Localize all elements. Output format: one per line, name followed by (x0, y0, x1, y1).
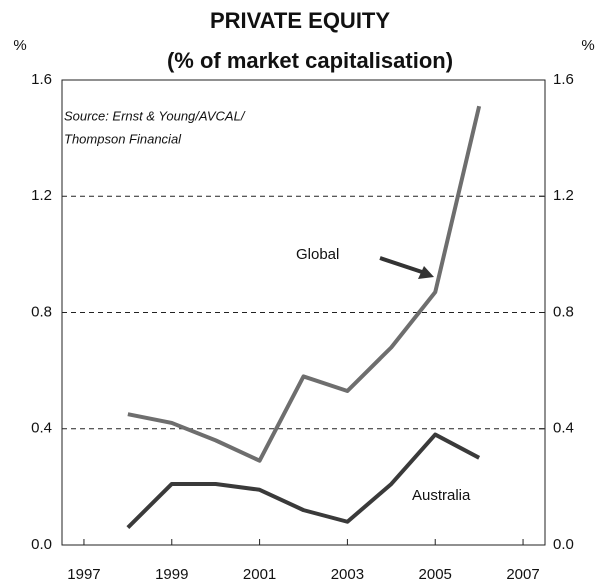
data-line (126, 432, 481, 529)
series-label: Australia (412, 487, 471, 504)
source-note: Thompson Financial (64, 131, 182, 146)
x-tick-label: 2005 (419, 566, 452, 583)
y-tick-label: 1.6 (31, 71, 52, 88)
y-tick-label: 1.2 (31, 187, 52, 204)
chart-subtitle: (% of market capitalisation) (167, 48, 453, 73)
x-tick-label: 1999 (155, 566, 188, 583)
x-tick-label: 1997 (67, 566, 100, 583)
chart-title: PRIVATE EQUITY (210, 8, 390, 33)
x-tick-label: 2003 (331, 566, 364, 583)
x-tick-label: 2001 (243, 566, 276, 583)
y2-tick-label: 1.2 (553, 187, 574, 204)
y-tick-label: 0.4 (31, 420, 52, 437)
y2-tick-label: 0.4 (553, 420, 574, 437)
y-tick-label: 0.8 (31, 303, 52, 320)
annotation-arrow (379, 256, 429, 276)
x-tick-label: 2007 (506, 566, 539, 583)
y-axis-unit: % (13, 37, 26, 54)
y2-tick-label: 1.6 (553, 71, 574, 88)
y2-tick-label: 0.0 (553, 536, 574, 553)
y-tick-label: 0.0 (31, 536, 52, 553)
series-label: Global (296, 246, 339, 263)
y2-axis-unit: % (581, 37, 594, 54)
source-note: Source: Ernst & Young/AVCAL/ (64, 108, 246, 123)
arrow-head (418, 266, 434, 279)
y2-tick-label: 0.8 (553, 303, 574, 320)
data-line (127, 105, 482, 463)
